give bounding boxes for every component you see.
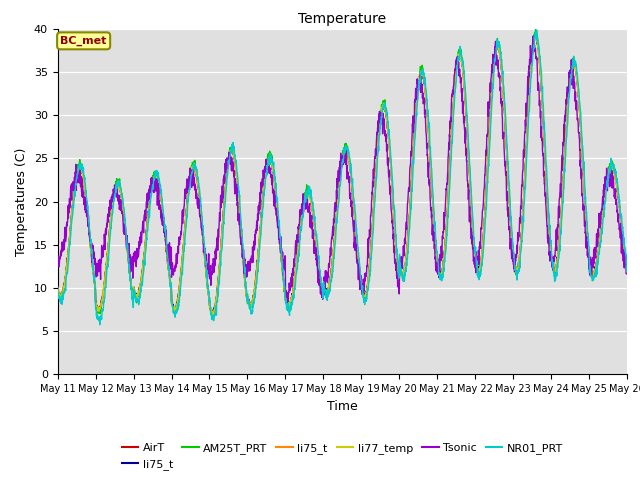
Text: BC_met: BC_met: [60, 36, 107, 46]
Y-axis label: Temperatures (C): Temperatures (C): [15, 147, 28, 256]
Title: Temperature: Temperature: [298, 12, 387, 26]
Legend: AirT, li75_t, AM25T_PRT, li75_t, li77_temp, Tsonic, NR01_PRT: AirT, li75_t, AM25T_PRT, li75_t, li77_te…: [117, 439, 568, 474]
X-axis label: Time: Time: [327, 400, 358, 413]
